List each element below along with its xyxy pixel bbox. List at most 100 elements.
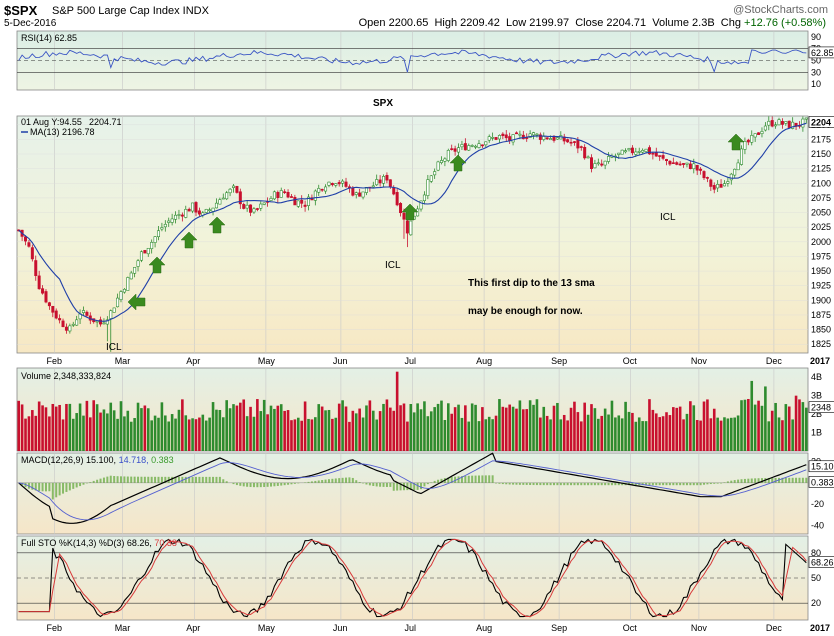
candle-body <box>218 199 222 205</box>
price-tick-label: 1975 <box>811 251 831 261</box>
macd-histogram-bar <box>716 482 719 484</box>
candle-body <box>569 141 573 144</box>
volume-bar <box>382 403 385 451</box>
volume-bar <box>767 421 771 451</box>
candle-body <box>146 247 150 255</box>
candle-body <box>596 162 600 165</box>
volume-bar <box>157 417 160 451</box>
volume-bar <box>368 400 372 451</box>
volume-bar <box>348 421 351 451</box>
macd-histogram-bar <box>505 482 508 485</box>
candle-body <box>641 150 645 153</box>
macd-histogram-bar <box>495 482 498 484</box>
candle-body <box>685 162 689 165</box>
macd-histogram-bar <box>102 477 105 483</box>
volume-bar <box>617 415 621 451</box>
candle-body <box>116 297 120 308</box>
icl-label: ICL <box>660 212 676 223</box>
candle-body <box>225 192 229 200</box>
volume-bar <box>706 399 709 451</box>
macd-histogram-bar <box>389 482 392 487</box>
sto-title-part: 70.38 <box>152 538 177 548</box>
volume-bar <box>774 402 777 451</box>
macd-histogram-bar <box>610 482 613 486</box>
candle-body <box>637 150 641 153</box>
volume-bar <box>119 401 123 451</box>
candle-body <box>651 152 655 155</box>
volume-bar <box>371 410 375 451</box>
volume-bar <box>787 406 791 451</box>
candle-body <box>644 148 648 152</box>
macd-histogram-bar <box>617 482 620 486</box>
candle-body <box>767 120 771 126</box>
volume-bar <box>573 401 576 451</box>
candle-body <box>600 163 604 166</box>
candle-body <box>668 160 672 165</box>
price-tick-label: 2125 <box>811 164 831 174</box>
volume-bar <box>498 399 501 451</box>
volume-bar <box>654 413 658 451</box>
candle-body <box>337 182 341 185</box>
macd-histogram-bar <box>276 482 279 486</box>
candle-body <box>399 203 403 214</box>
candle-body <box>245 204 249 209</box>
volume-bar <box>24 418 27 451</box>
candle-body <box>344 181 348 187</box>
volume-bar <box>757 400 760 451</box>
macd-histogram-bar <box>696 482 699 486</box>
macd-histogram-bar <box>51 482 54 500</box>
macd-histogram-bar <box>621 482 624 486</box>
volume-bar <box>129 421 133 451</box>
candle-body <box>61 320 65 328</box>
candle-body <box>214 202 218 209</box>
volume-bar <box>395 371 399 451</box>
macd-histogram-bar <box>382 482 385 487</box>
candle-body <box>583 146 587 159</box>
price-last-tag <box>808 116 834 128</box>
bottom-month-label: Nov <box>691 623 708 633</box>
candle-body <box>705 177 709 179</box>
volume-bar <box>702 401 706 451</box>
green-up-arrow <box>401 203 419 221</box>
volume-bar <box>232 404 235 451</box>
sto-d-line <box>18 538 807 617</box>
macd-histogram-bar <box>430 482 433 483</box>
volume-bar <box>661 416 665 451</box>
annotation-line-2: may be enough for now. <box>468 306 583 317</box>
candle-body <box>709 179 713 187</box>
macd-histogram-bar <box>160 476 163 483</box>
macd-hist-tag <box>808 476 834 488</box>
volume-bar <box>491 419 494 451</box>
volume-bar <box>699 420 702 451</box>
macd-histogram-bar <box>457 476 460 483</box>
macd-histogram-bar <box>477 475 480 483</box>
candle-body <box>654 152 658 157</box>
macd-histogram-bar <box>471 475 474 483</box>
macd-histogram-bar <box>522 482 525 485</box>
volume-bar <box>324 410 327 451</box>
volume-bar <box>733 417 736 451</box>
volume-bar <box>341 400 344 451</box>
candle-body <box>402 212 406 220</box>
macd-histogram-bar <box>767 477 770 483</box>
volume-bar <box>109 402 113 451</box>
macd-histogram-bar <box>317 480 320 483</box>
volume-panel <box>17 371 808 451</box>
macd-histogram-bar <box>116 476 119 483</box>
macd-histogram-bar <box>801 477 804 483</box>
macd-histogram-bar <box>174 476 177 483</box>
volume-bar <box>464 405 467 451</box>
macd-histogram-bar <box>31 482 34 490</box>
macd-histogram-bar <box>208 476 211 483</box>
volume-bar <box>457 404 460 451</box>
volume-bar <box>85 400 89 451</box>
macd-histogram-bar <box>757 478 760 483</box>
volume-bar <box>440 400 443 451</box>
volume-bar <box>68 403 72 451</box>
volume-bar <box>665 412 668 451</box>
macd-histogram-bar <box>338 478 341 483</box>
macd-histogram-bar <box>106 476 109 483</box>
high-label: High <box>434 17 458 29</box>
candle-body <box>518 133 522 136</box>
macd-histogram-bar <box>79 482 82 487</box>
